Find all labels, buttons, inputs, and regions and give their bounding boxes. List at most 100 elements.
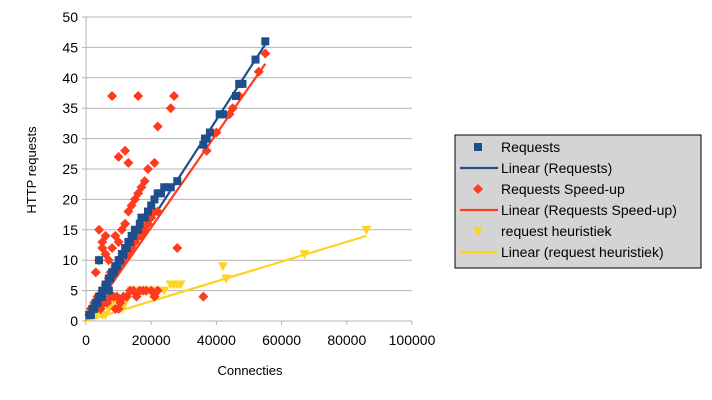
- requests-speed-up-point: [211, 127, 222, 138]
- y-tick-label: 45: [62, 39, 78, 55]
- requests-speed-up-point: [113, 303, 124, 314]
- requests-speed-up-point: [123, 157, 134, 168]
- requests-point: [251, 55, 260, 64]
- requests-speed-up-point: [253, 66, 264, 77]
- requests-point: [106, 274, 115, 283]
- y-tick-label: 20: [62, 191, 78, 207]
- y-tick-label: 35: [62, 100, 78, 116]
- requests-speed-up-point: [172, 243, 183, 254]
- requests-point: [156, 189, 165, 198]
- legend-label-requests-speed-up: Requests Speed-up: [501, 181, 625, 197]
- requests-speed-up-point: [142, 164, 153, 174]
- requests-speed-up-point: [139, 176, 150, 187]
- requests-speed-up-point: [165, 103, 176, 114]
- x-tick-label: 80000: [327, 332, 366, 348]
- x-tick-label: 20000: [132, 332, 171, 348]
- requests-point: [119, 250, 128, 259]
- x-tick-labels: 0 20000 40000 60000 80000 100000: [82, 332, 435, 348]
- x-tick-label: 60000: [262, 332, 301, 348]
- requests-point: [95, 256, 104, 265]
- request-heuristiek-point: [103, 304, 114, 314]
- requests-point: [90, 304, 99, 313]
- requests-point: [205, 128, 214, 137]
- requests-speed-up-point: [103, 255, 114, 266]
- legend-label-requests: Requests: [501, 139, 560, 155]
- y-tick-label: 40: [62, 70, 78, 86]
- request-heuristiek-point: [175, 280, 186, 290]
- requests-point: [86, 310, 95, 319]
- y-tick-labels: 0 5 10 15 20 25 30 35 40 45 50: [62, 9, 78, 329]
- requests-speed-up-point: [198, 291, 209, 302]
- data-markers: [84, 37, 372, 320]
- requests-point: [104, 286, 113, 295]
- requests-point: [135, 219, 144, 228]
- requests-speed-up-point: [152, 206, 163, 217]
- requests-point: [112, 262, 121, 271]
- y-tick-label: 0: [70, 313, 78, 329]
- legend-swatch-requests-speed-up: [473, 184, 483, 194]
- legend: Requests Linear (Requests) Requests Speed-…: [454, 134, 702, 269]
- requests-speed-up-point: [152, 121, 163, 132]
- request-heuristiek-point: [159, 286, 170, 296]
- requests-speed-up-point: [90, 267, 101, 278]
- requests-speed-up-point: [120, 218, 131, 229]
- requests-speed-up-point: [152, 285, 163, 296]
- legend-items: Requests Linear (Requests) Requests Speed-…: [460, 139, 677, 260]
- legend-swatch-requests: [474, 143, 482, 151]
- x-tick-label: 40000: [197, 332, 236, 348]
- requests-point: [173, 177, 182, 186]
- requests-speed-up-point: [97, 236, 108, 247]
- requests-speed-up-point: [133, 91, 144, 102]
- x-tick-label: 100000: [389, 332, 436, 348]
- requests-point: [202, 134, 211, 143]
- requests-point: [261, 37, 270, 46]
- requests-point: [143, 207, 152, 216]
- requests-speed-up-point: [94, 224, 105, 235]
- requests-speed-up-point: [113, 236, 124, 247]
- requests-point: [109, 268, 118, 277]
- x-axis-title: Connecties: [217, 363, 283, 378]
- requests-point: [147, 201, 156, 210]
- x-tick-label: 0: [82, 332, 90, 348]
- requests-point: [98, 292, 107, 301]
- requests-point: [126, 237, 135, 246]
- requests-point: [231, 92, 240, 101]
- request-heuristiek-point: [299, 250, 310, 260]
- request-heuristiek-point: [361, 225, 372, 235]
- legend-label-request-heuristiek: request heuristiek: [501, 223, 613, 239]
- legend-label-linear-requests: Linear (Requests): [501, 160, 612, 176]
- requests-point: [140, 213, 149, 222]
- legend-swatch-request-heuristiek: [473, 227, 483, 236]
- requests-point: [129, 231, 138, 240]
- requests-point: [160, 183, 169, 192]
- legend-label-linear-request-heuristiek: Linear (request heuristiek): [501, 244, 664, 260]
- y-axis-title: HTTP requests: [24, 126, 39, 214]
- requests-speed-up-point: [260, 48, 271, 59]
- legend-label-linear-requests-speed-up: Linear (Requests Speed-up): [501, 202, 677, 218]
- request-heuristiek-point: [217, 262, 228, 272]
- requests-point: [99, 286, 108, 295]
- requests-point: [93, 298, 102, 307]
- requests-point: [166, 183, 175, 192]
- legend-box: [454, 134, 702, 269]
- requests-point: [103, 280, 112, 289]
- request-heuristiek-point: [221, 274, 232, 284]
- requests-speed-up-point: [169, 91, 180, 102]
- request-heuristiek-point: [100, 310, 111, 320]
- requests-speed-up-point: [107, 243, 118, 254]
- requests-speed-up-point: [227, 103, 238, 114]
- y-tick-label: 25: [62, 161, 78, 177]
- requests-point: [134, 225, 143, 234]
- y-tick-label: 15: [62, 222, 78, 238]
- y-tick-label: 10: [62, 252, 78, 268]
- requests-speed-up-point: [149, 157, 160, 168]
- requests-speed-up-point: [113, 151, 124, 162]
- requests-point: [150, 195, 159, 204]
- requests-point: [116, 256, 125, 265]
- y-tick-label: 5: [70, 283, 78, 299]
- requests-point: [199, 140, 208, 149]
- requests-speed-up-point: [107, 91, 118, 102]
- requests-point: [122, 244, 131, 253]
- requests-point: [218, 110, 227, 119]
